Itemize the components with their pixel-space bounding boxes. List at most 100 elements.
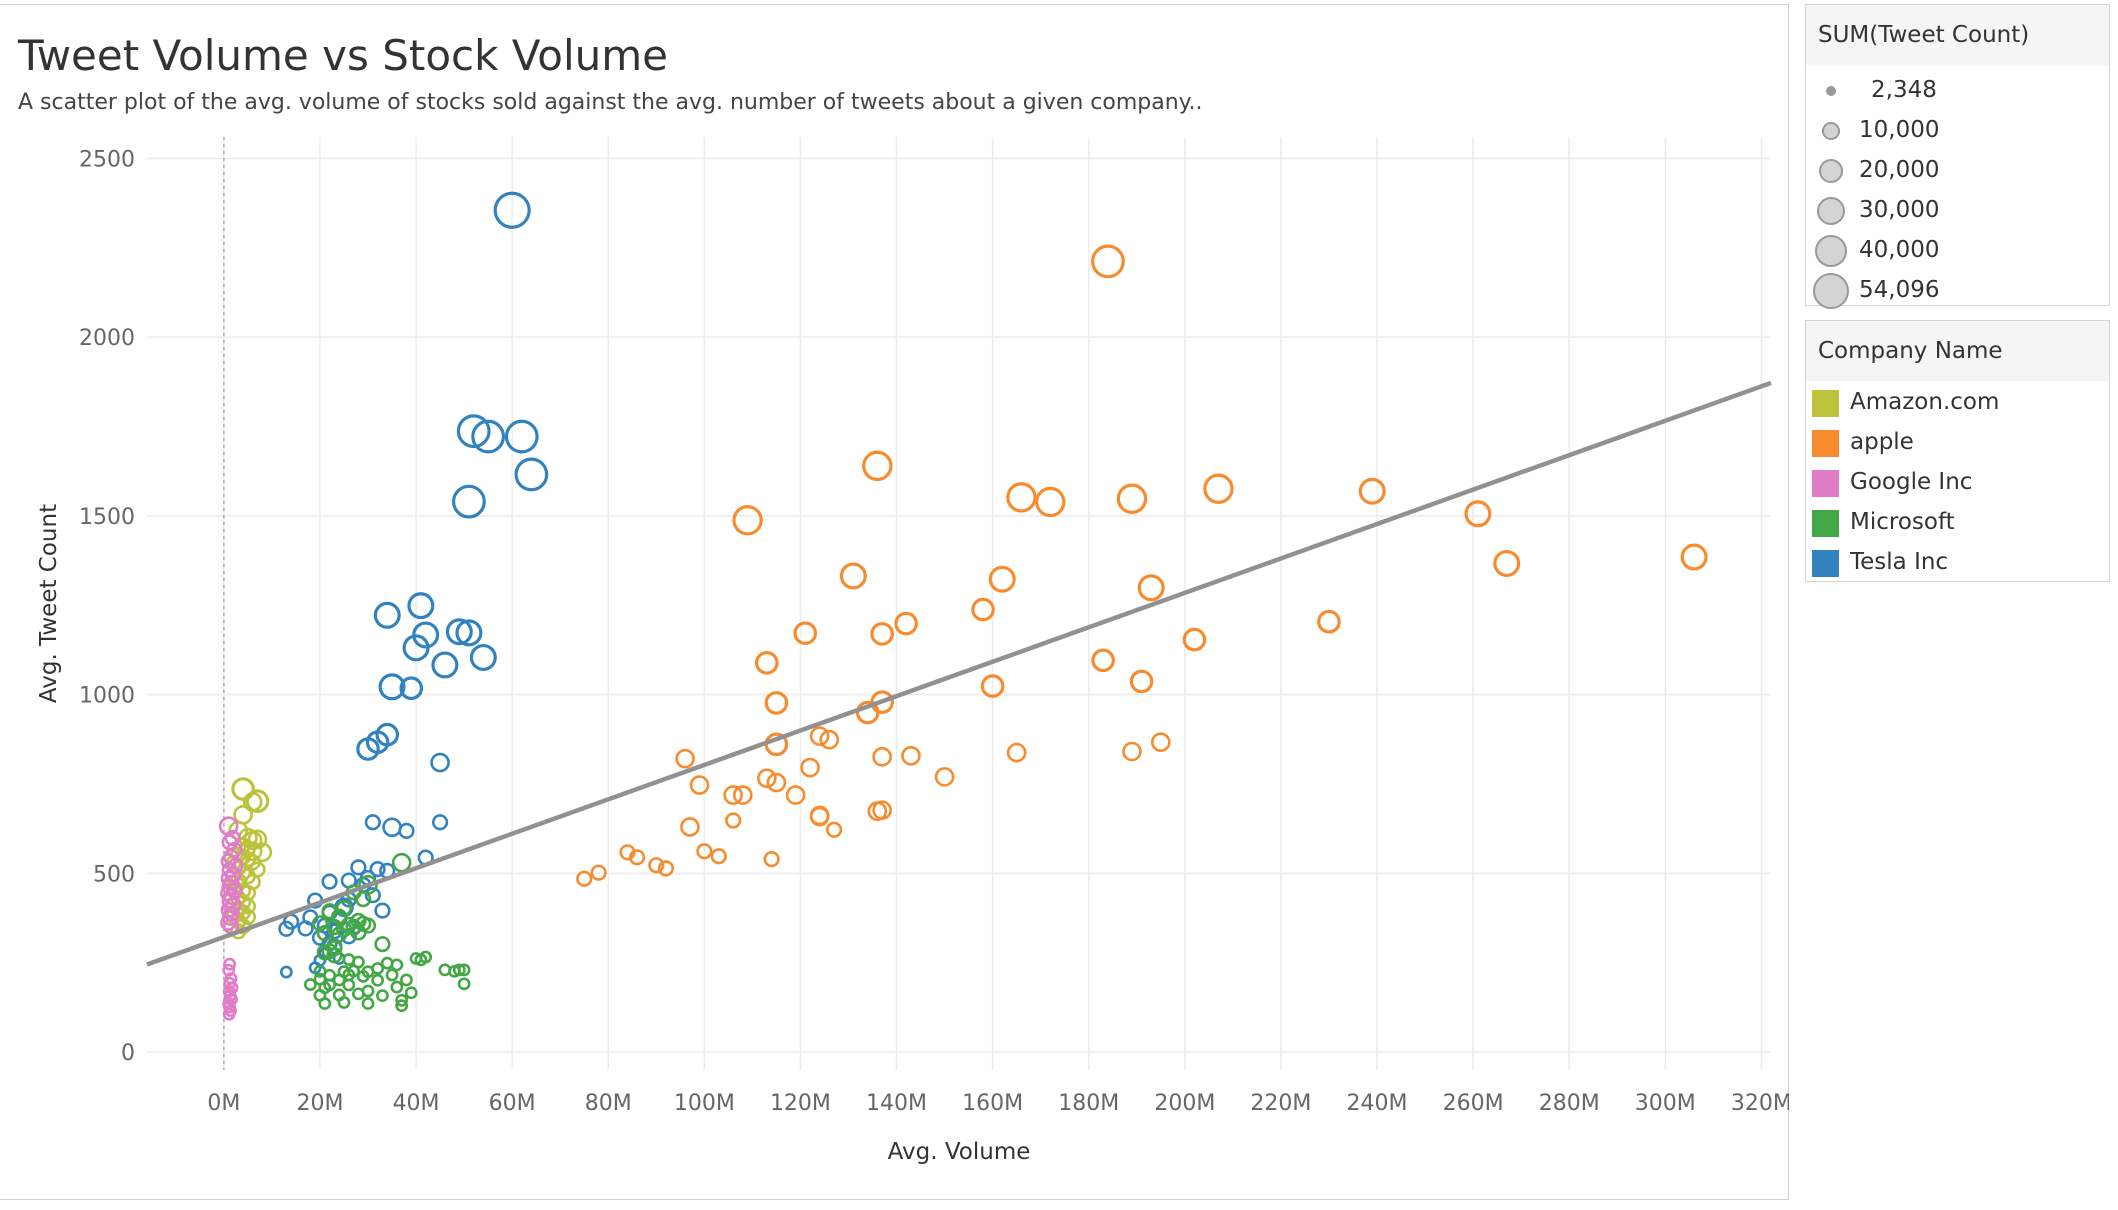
data-point-microsoft[interactable] [332,973,346,987]
data-point-tesla-inc[interactable] [279,965,293,979]
data-point-apple[interactable] [980,674,1005,698]
data-point-apple[interactable] [1006,742,1027,763]
data-point-apple[interactable] [590,864,607,881]
size-legend-item[interactable]: 20,000 [1806,151,2109,191]
data-point-microsoft[interactable] [391,852,412,873]
data-point-tesla-inc[interactable] [356,737,380,761]
data-point-tesla-inc[interactable] [445,618,473,646]
data-point-apple[interactable] [809,805,830,826]
data-point-microsoft[interactable] [331,926,348,943]
data-point-apple[interactable] [862,450,893,482]
data-point-microsoft[interactable] [395,999,409,1013]
data-point-microsoft[interactable] [376,989,389,1003]
data-point-apple[interactable] [855,700,880,725]
data-point-amazon-com[interactable] [252,842,273,863]
data-point-apple[interactable] [1680,543,1708,571]
color-legend-item[interactable]: Microsoft [1806,503,2109,543]
data-point-tesla-inc[interactable] [431,651,459,679]
data-point-microsoft[interactable] [457,963,471,977]
data-point-apple[interactable] [680,817,700,837]
data-point-microsoft[interactable] [395,993,409,1007]
data-point-google-inc[interactable] [222,963,236,977]
scatter-plot[interactable]: 0M 20M 40M 60M 80M 100M 120M 140M 160M 180M 200M 22… [0,0,1789,1210]
data-point-apple[interactable] [648,857,665,874]
data-point-apple[interactable] [675,748,695,769]
data-point-amazon-com[interactable] [231,777,255,801]
data-point-apple[interactable] [825,821,843,838]
data-point-apple[interactable] [657,860,675,877]
data-point-microsoft[interactable] [316,944,333,961]
data-point-microsoft[interactable] [326,947,343,964]
data-point-tesla-inc[interactable] [374,902,391,919]
data-point-tesla-inc[interactable] [431,814,449,831]
size-legend-item[interactable]: 54,096 [1806,271,2109,311]
data-point-microsoft[interactable] [374,936,391,953]
color-legend-item[interactable]: Amazon.com [1806,383,2109,423]
data-point-apple[interactable] [725,812,742,829]
data-point-tesla-inc[interactable] [399,676,424,701]
data-point-microsoft[interactable] [390,958,404,972]
data-point-microsoft[interactable] [342,978,356,992]
data-point-apple[interactable] [710,848,727,865]
data-point-apple[interactable] [819,729,840,750]
data-point-tesla-inc[interactable] [278,920,295,937]
data-point-apple[interactable] [870,622,894,646]
data-point-apple[interactable] [1182,627,1207,652]
data-point-apple[interactable] [1493,549,1521,577]
color-legend-item[interactable]: Google Inc [1806,463,2109,503]
data-point-microsoft[interactable] [345,919,362,936]
color-legend-item[interactable]: apple [1806,423,2109,463]
data-point-apple[interactable] [1358,477,1386,505]
data-point-amazon-com[interactable] [233,804,253,825]
data-point-apple[interactable] [766,772,787,793]
data-point-tesla-inc[interactable] [378,673,406,701]
data-point-apple[interactable] [867,801,888,821]
data-point-tesla-inc[interactable] [321,873,338,890]
size-legend-item[interactable]: 40,000 [1806,231,2109,271]
data-point-apple[interactable] [1091,244,1125,279]
data-point-tesla-inc[interactable] [364,887,381,904]
data-point-tesla-inc[interactable] [452,484,486,519]
data-point-apple[interactable] [763,850,780,868]
data-point-apple[interactable] [755,651,779,675]
data-point-google-inc[interactable] [222,1007,236,1021]
data-point-apple[interactable] [1203,473,1234,504]
data-point-amazon-com[interactable] [245,789,270,813]
data-point-tesla-inc[interactable] [369,861,386,878]
data-point-tesla-inc[interactable] [455,619,483,647]
data-point-microsoft[interactable] [390,980,404,994]
data-point-amazon-com[interactable] [239,908,256,926]
data-point-apple[interactable] [1035,486,1066,518]
data-point-apple[interactable] [1137,574,1165,602]
data-point-microsoft[interactable] [337,996,351,1009]
data-point-tesla-inc[interactable] [364,814,381,831]
data-point-microsoft[interactable] [355,891,372,908]
data-point-tesla-inc[interactable] [471,419,506,454]
data-point-microsoft[interactable] [400,973,413,987]
data-point-tesla-inc[interactable] [430,752,450,773]
data-point-google-inc[interactable] [220,914,237,931]
data-point-apple[interactable] [1464,500,1492,528]
data-point-tesla-inc[interactable] [398,822,415,839]
data-point-apple[interactable] [764,691,789,715]
data-point-apple[interactable] [757,768,777,789]
data-point-microsoft[interactable] [350,924,367,941]
data-point-microsoft[interactable] [361,997,375,1010]
data-point-microsoft[interactable] [352,987,365,1001]
data-point-amazon-com[interactable] [247,829,268,850]
data-point-apple[interactable] [839,562,867,590]
data-point-apple[interactable] [628,849,646,866]
data-point-apple[interactable] [894,611,918,636]
data-point-microsoft[interactable] [335,899,353,917]
data-point-apple[interactable] [1006,482,1037,513]
data-point-microsoft[interactable] [457,977,471,991]
data-point-apple[interactable] [1091,648,1115,673]
data-point-apple[interactable] [809,726,830,746]
data-point-tesla-inc[interactable] [469,643,497,671]
data-point-apple[interactable] [793,621,818,645]
data-point-microsoft[interactable] [409,952,423,965]
data-point-tesla-inc[interactable] [514,457,549,492]
data-point-apple[interactable] [732,785,753,805]
data-point-microsoft[interactable] [371,973,385,987]
color-legend-item[interactable]: Tesla Inc [1806,543,2109,583]
